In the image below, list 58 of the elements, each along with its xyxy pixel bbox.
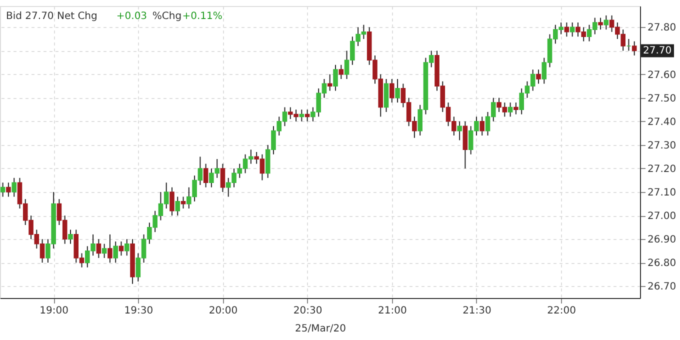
candlestick bbox=[462, 120, 468, 169]
candlestick bbox=[180, 196, 186, 210]
y-tick-label: 27.10 bbox=[648, 188, 676, 199]
x-axis-title: 25/Mar/20 bbox=[294, 324, 346, 334]
annotation: %Chg bbox=[152, 11, 182, 22]
y-tick-label: 27.80 bbox=[648, 22, 676, 34]
y-tick-label: 26.80 bbox=[648, 258, 676, 270]
text: 27.70 bbox=[643, 46, 672, 57]
annotation: +0.03 bbox=[116, 11, 148, 22]
candlestick bbox=[304, 109, 310, 122]
candlestick bbox=[220, 163, 226, 193]
candlestick bbox=[480, 116, 485, 136]
candlestick bbox=[203, 163, 208, 188]
candlestick bbox=[333, 64, 338, 92]
x-tick-label: 22:00 bbox=[547, 306, 576, 316]
annotation: +0.11% bbox=[182, 11, 222, 22]
candlestick bbox=[395, 78, 400, 104]
x-tick-label: 21:00 bbox=[378, 306, 407, 316]
y-tick-label: 27.00 bbox=[648, 211, 676, 222]
x-tick-label: 20:30 bbox=[293, 306, 322, 316]
candlestick bbox=[327, 74, 332, 92]
candlestick bbox=[102, 243, 107, 258]
candlestick bbox=[457, 120, 462, 141]
candlestick bbox=[0, 182, 6, 198]
y-tick-label: 26.90 bbox=[648, 234, 676, 246]
candlestick bbox=[338, 64, 344, 80]
candlestick bbox=[299, 109, 304, 122]
y-tick-label: 27.60 bbox=[648, 70, 676, 81]
candlestick bbox=[536, 69, 541, 84]
candlestick bbox=[113, 240, 118, 264]
candlestick bbox=[118, 240, 124, 256]
candlestick bbox=[564, 22, 570, 38]
y-tick-label: 27.30 bbox=[648, 140, 676, 152]
x-tick-label: 19:00 bbox=[40, 306, 68, 316]
candlestick bbox=[389, 78, 394, 104]
y-tick-label: 27.50 bbox=[648, 93, 676, 104]
candlestick bbox=[508, 102, 513, 118]
candlestick bbox=[124, 238, 130, 256]
candlestick bbox=[6, 182, 11, 198]
candlestick bbox=[384, 78, 389, 112]
y-tick-label: 27.20 bbox=[648, 164, 676, 175]
candlestick bbox=[604, 14, 609, 30]
x-tick-label: 20:00 bbox=[208, 306, 238, 316]
candlestick bbox=[514, 102, 518, 115]
x-tick-label: 19:30 bbox=[124, 306, 154, 316]
candlestick bbox=[68, 229, 73, 244]
candlestick bbox=[96, 238, 102, 258]
candlestick bbox=[108, 234, 112, 264]
candlestick bbox=[170, 186, 174, 216]
annotation: Bid 27.70 Net Chg bbox=[6, 11, 98, 22]
x-tick-label: 21:30 bbox=[462, 306, 492, 316]
candlestick bbox=[12, 177, 17, 198]
y-tick-label: 26.70 bbox=[648, 282, 676, 293]
candlestick bbox=[570, 22, 575, 38]
candlestick bbox=[632, 40, 637, 56]
y-tick-label: 27.40 bbox=[648, 116, 676, 128]
candlestick bbox=[598, 17, 603, 30]
candlestick bbox=[175, 196, 180, 216]
